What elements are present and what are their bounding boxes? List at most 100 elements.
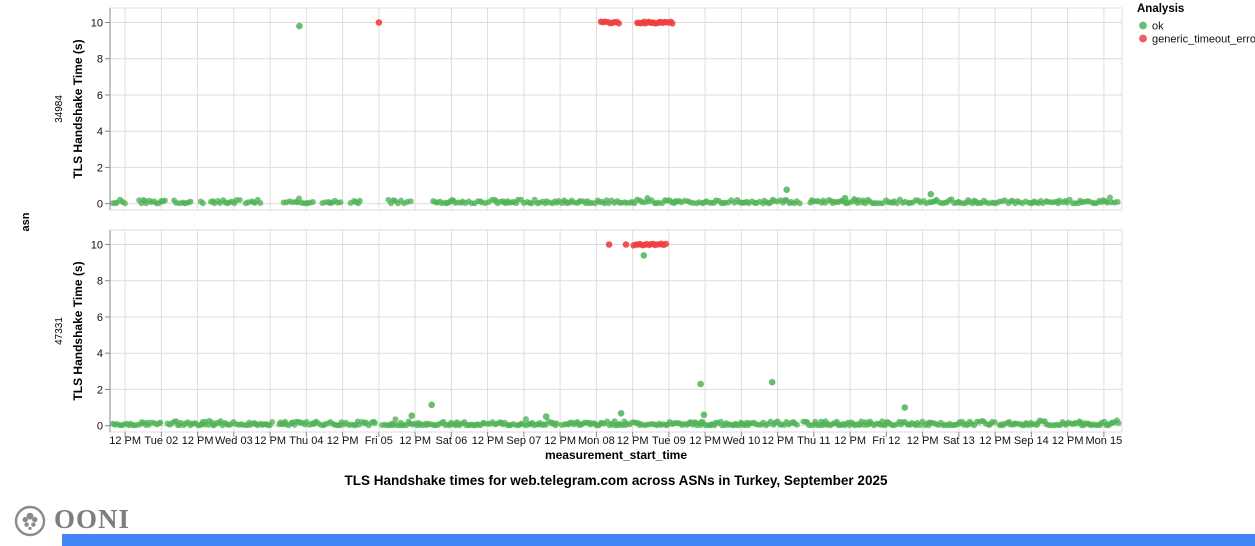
data-point-error (605, 241, 613, 248)
data-point-ok-outlier (901, 404, 909, 411)
facet-panel-34984: 0 2 4 6 8 10 34984 TLS Handshake Time (s) (54, 7, 1123, 211)
horizontal-scrollbar-thumb[interactable] (62, 534, 1255, 546)
facet-dimension-label: asn (20, 212, 32, 231)
data-point-ok-outlier (617, 410, 625, 417)
data-point-error (622, 241, 630, 248)
facet-value-label: 34984 (54, 95, 65, 123)
data-point-error (615, 20, 622, 27)
x-tick-label: Sep 07 (506, 435, 541, 447)
x-tick-label: Fri 05 (365, 435, 393, 447)
x-tick-label: 12 PM (617, 435, 649, 447)
data-point-ok (337, 199, 344, 206)
data-point-ok-outlier (783, 186, 790, 193)
ooni-logo-text: OONI (54, 504, 131, 534)
data-point-ok-outlier (296, 22, 303, 30)
data-point-error (662, 240, 670, 247)
x-tick-label: Wed 10 (723, 435, 761, 447)
data-point-ok-outlier (428, 401, 436, 409)
data-point-ok (1107, 194, 1113, 201)
data-point-ok (356, 197, 363, 204)
data-point-ok-outlier (408, 412, 416, 420)
data-point-ok (392, 416, 399, 423)
x-tick-label: 12 PM (544, 435, 576, 447)
legend-item-label: ok (1152, 21, 1164, 33)
data-point-ok-outlier (697, 380, 704, 388)
x-tick-label: 12 PM (907, 435, 939, 447)
y-axis-title: TLS Handshake Time (s) (71, 39, 85, 178)
y-tick-label: 2 (97, 162, 103, 174)
x-tick-label: Wed 03 (215, 435, 253, 447)
data-point-ok (796, 200, 803, 207)
panel-border (109, 7, 1123, 211)
y-tick-label: 2 (97, 384, 103, 396)
y-tick-label: 0 (97, 199, 103, 211)
x-tick-label: Thu 11 (797, 435, 830, 447)
legend-swatch (1139, 21, 1147, 30)
data-point-ok (371, 419, 378, 426)
x-tick-label: Thu 04 (289, 435, 323, 447)
facet-panel-47331: 0 2 4 6 8 10 47331 TLS Handshake Time (s) (54, 229, 1123, 433)
data-point-ok (269, 419, 276, 425)
chart-title: TLS Handshake times for web.telegram.com… (345, 473, 888, 488)
legend-item-label: generic_timeout_error (1152, 34, 1255, 46)
faceted-scatter-chart: asn 0 2 4 6 8 10 34984 TLS Handshake Time (s) 0 2 4… (20, 3, 1255, 488)
x-tick-label: 12 PM (254, 435, 286, 447)
x-tick-label: 12 PM (689, 435, 721, 447)
x-tick-label: Sep 14 (1014, 435, 1049, 447)
data-point-ok (1115, 420, 1122, 426)
x-tick-label: Fri 12 (872, 435, 900, 447)
data-point-ok-outlier (768, 378, 776, 386)
data-point-ok (553, 420, 560, 427)
data-point-ok (793, 421, 800, 428)
x-tick-label: 12 PM (979, 435, 1011, 447)
y-tick-label: 8 (97, 54, 103, 66)
data-point-ok (309, 199, 316, 205)
data-point-ok-outlier (640, 252, 648, 259)
x-tick-label: Sat 06 (435, 435, 467, 447)
data-point-ok-outlier (700, 411, 708, 419)
data-point-ok (407, 198, 414, 205)
data-point-ok (187, 198, 194, 205)
ooni-logo-icon (14, 505, 46, 537)
legend-swatch (1139, 34, 1147, 43)
x-tick-label: 12 PM (762, 435, 794, 447)
panel-border (109, 229, 1123, 433)
facet-value-label: 47331 (54, 317, 65, 345)
x-tick-label: 12 PM (834, 435, 866, 447)
ooni-logo: OONI (13, 503, 130, 539)
x-tick-label: 12 PM (327, 435, 359, 447)
x-axis: 12 PM Tue 02 12 PM Wed 03 12 PM Thu 04 12 PM Fr… (109, 432, 1122, 462)
x-tick-label: 12 PM (1052, 435, 1084, 447)
data-point-ok-outlier (542, 413, 550, 420)
data-point-ok (121, 200, 128, 207)
data-point-error (669, 20, 676, 27)
data-point-ok (157, 419, 164, 426)
y-axis-title: TLS Handshake Time (s) (71, 261, 85, 400)
data-point-ok-outlier (927, 190, 935, 198)
y-tick-label: 4 (97, 348, 103, 360)
y-tick-label: 10 (91, 17, 103, 29)
y-tick-label: 6 (97, 90, 103, 102)
legend-title: Analysis (1137, 3, 1184, 15)
x-tick-label: Mon 08 (578, 435, 615, 447)
y-tick-label: 10 (91, 239, 103, 251)
x-tick-label: Mon 15 (1086, 435, 1123, 447)
x-tick-label: Sat 13 (943, 435, 975, 447)
x-tick-label: 12 PM (109, 435, 141, 447)
data-point-ok-outlier (841, 194, 849, 202)
x-tick-label: 12 PM (182, 435, 214, 447)
data-point-ok (1114, 198, 1121, 205)
data-point-ok (991, 419, 998, 426)
y-tick-label: 8 (97, 276, 103, 288)
x-axis-title: measurement_start_time (545, 448, 687, 462)
data-point-ok (199, 200, 206, 207)
data-point-ok (236, 197, 243, 203)
data-point-ok (161, 197, 168, 204)
x-tick-label: Tue 02 (144, 435, 178, 447)
data-point-ok (257, 200, 264, 206)
x-tick-label: 12 PM (472, 435, 504, 447)
y-tick-label: 6 (97, 312, 103, 324)
y-tick-label: 0 (97, 421, 103, 433)
